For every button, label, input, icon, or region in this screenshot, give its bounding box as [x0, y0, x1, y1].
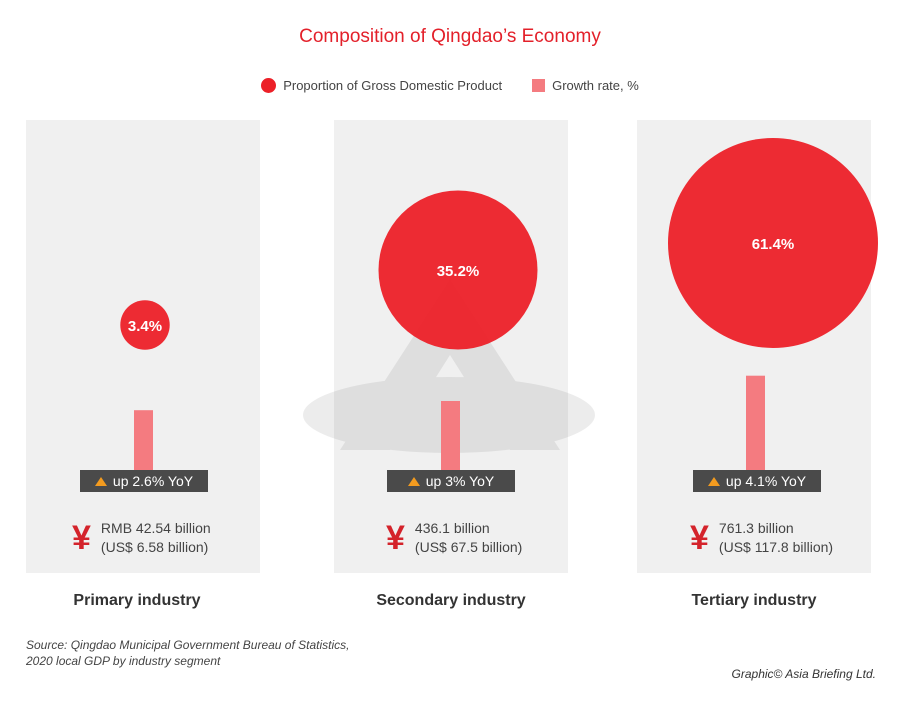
value-block: ¥436.1 billion (US$ 67.5 billion) [386, 519, 522, 557]
category-label: Tertiary industry [691, 592, 817, 609]
growth-bar [441, 401, 460, 470]
square-icon [532, 79, 546, 92]
circle-icon [261, 78, 277, 93]
up-arrow-icon [407, 476, 420, 486]
growth-badge: up 2.6% YoY [80, 470, 208, 492]
gdp-bubble [378, 190, 538, 350]
credit: Graphic© Asia Briefing Ltd. [731, 667, 876, 681]
gdp-label: 35.2% [437, 263, 480, 280]
legend: Proportion of Gross Domestic Product Gro… [0, 78, 900, 93]
source-note: Source: Qingdao Municipal Government Bur… [26, 638, 350, 668]
value-rmb: 436.1 billion [414, 520, 490, 536]
growth-bar [134, 410, 153, 470]
category-label: Secondary industry [376, 592, 526, 609]
gdp-bubble [668, 138, 878, 348]
value-block: ¥ RMB 42.54 billion (US$ 6.58 billion) [72, 519, 211, 557]
category-label: Primary industry [73, 592, 201, 609]
up-arrow-icon [94, 476, 107, 486]
value-usd: (US$ 6.58 billion) [100, 539, 209, 555]
chart-title: Composition of Qingdao’s Economy [299, 26, 601, 47]
legend-item-gdp: Proportion of Gross Domestic Product [261, 78, 502, 93]
value-usd: (US$ 67.5 billion) [414, 539, 523, 555]
value-block: ¥761.3 billion (US$ 117.8 billion) [690, 519, 833, 557]
gdp-bubble [120, 300, 170, 350]
value-rmb: RMB 42.54 billion [100, 520, 211, 536]
value-rmb: 761.3 billion [718, 520, 794, 536]
legend-label: Proportion of Gross Domestic Product [283, 78, 503, 93]
legend-item-growth: Growth rate, % [532, 78, 639, 93]
yuan-icon: ¥ [72, 519, 91, 557]
legend-label: Growth rate, % [552, 78, 639, 93]
up-arrow-icon [707, 476, 720, 486]
growth-badge: up 4.1% YoY [693, 470, 821, 492]
yuan-icon: ¥ [690, 519, 709, 557]
growth-badge: up 3% YoY [387, 470, 515, 492]
growth-bar [746, 375, 765, 470]
yuan-icon: ¥ [386, 519, 405, 557]
gdp-label: 61.4% [752, 236, 795, 253]
gdp-label: 3.4% [128, 318, 162, 335]
value-usd: (US$ 117.8 billion) [718, 539, 834, 555]
